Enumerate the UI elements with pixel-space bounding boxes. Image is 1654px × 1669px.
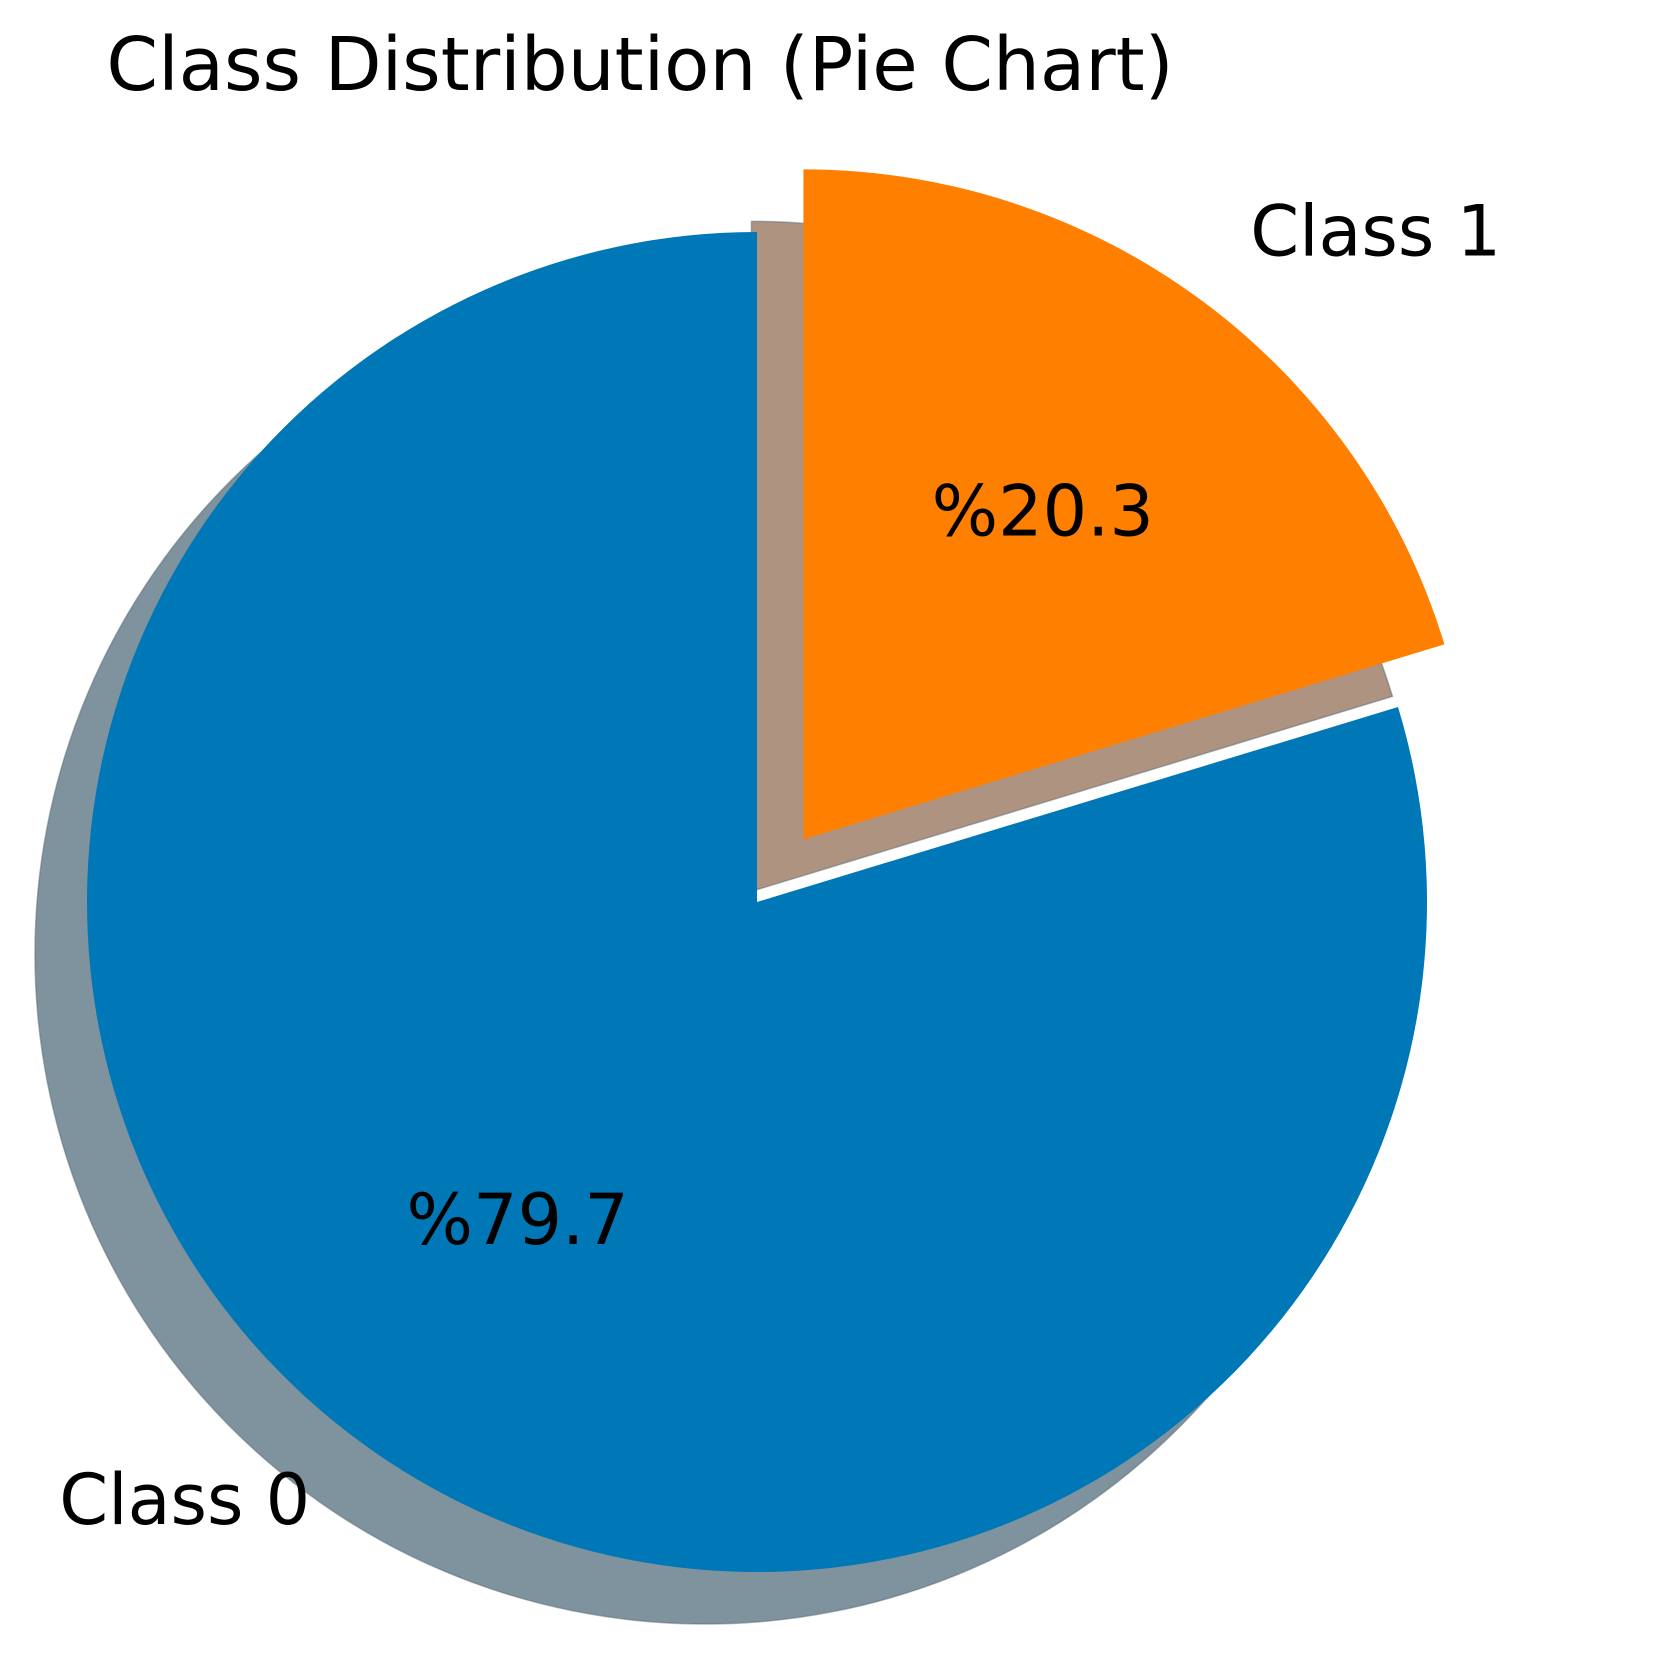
pie-slice-class-1: [803, 169, 1445, 840]
chart-title: Class Distribution (Pie Chart): [106, 22, 1174, 108]
pie-slice-class-0: [86, 232, 1427, 1572]
pie-slice-layer: [86, 169, 1445, 1572]
pie-label-class-1: Class 1: [1250, 190, 1501, 272]
pie-percent-class-1: %20.3: [932, 470, 1154, 552]
pie-label-class-0: Class 0: [59, 1459, 310, 1541]
pie-label-layer: Class 0 %79.7 Class 1 %20.3: [59, 190, 1501, 1540]
pie-percent-class-0: %79.7: [406, 1179, 628, 1261]
